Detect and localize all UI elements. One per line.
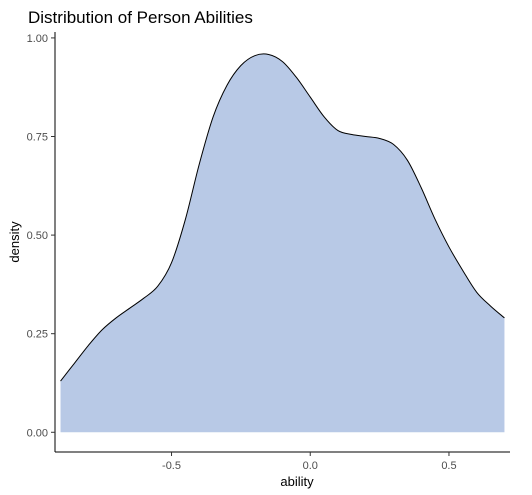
x-axis-ticks: -0.5 0.0 0.5	[162, 452, 457, 472]
density-line	[60, 53, 505, 382]
y-tick-label: 0.75	[27, 132, 48, 144]
x-axis-title: ability	[280, 474, 314, 489]
y-axis-title: density	[7, 221, 22, 263]
plot-area	[60, 53, 505, 433]
y-axis-ticks: 0.00 0.25 0.50 0.75 1.00	[27, 33, 55, 439]
y-tick-label: 0.50	[27, 230, 48, 242]
y-tick-label: 1.00	[27, 33, 48, 45]
x-tick-label: -0.5	[162, 460, 181, 472]
y-tick-label: 0.00	[27, 427, 48, 439]
y-tick-label: 0.25	[27, 329, 48, 341]
density-area	[60, 53, 505, 433]
x-tick-label: 0.0	[303, 460, 318, 472]
x-tick-label: 0.5	[441, 460, 456, 472]
chart-title: Distribution of Person Abilities	[28, 8, 253, 27]
